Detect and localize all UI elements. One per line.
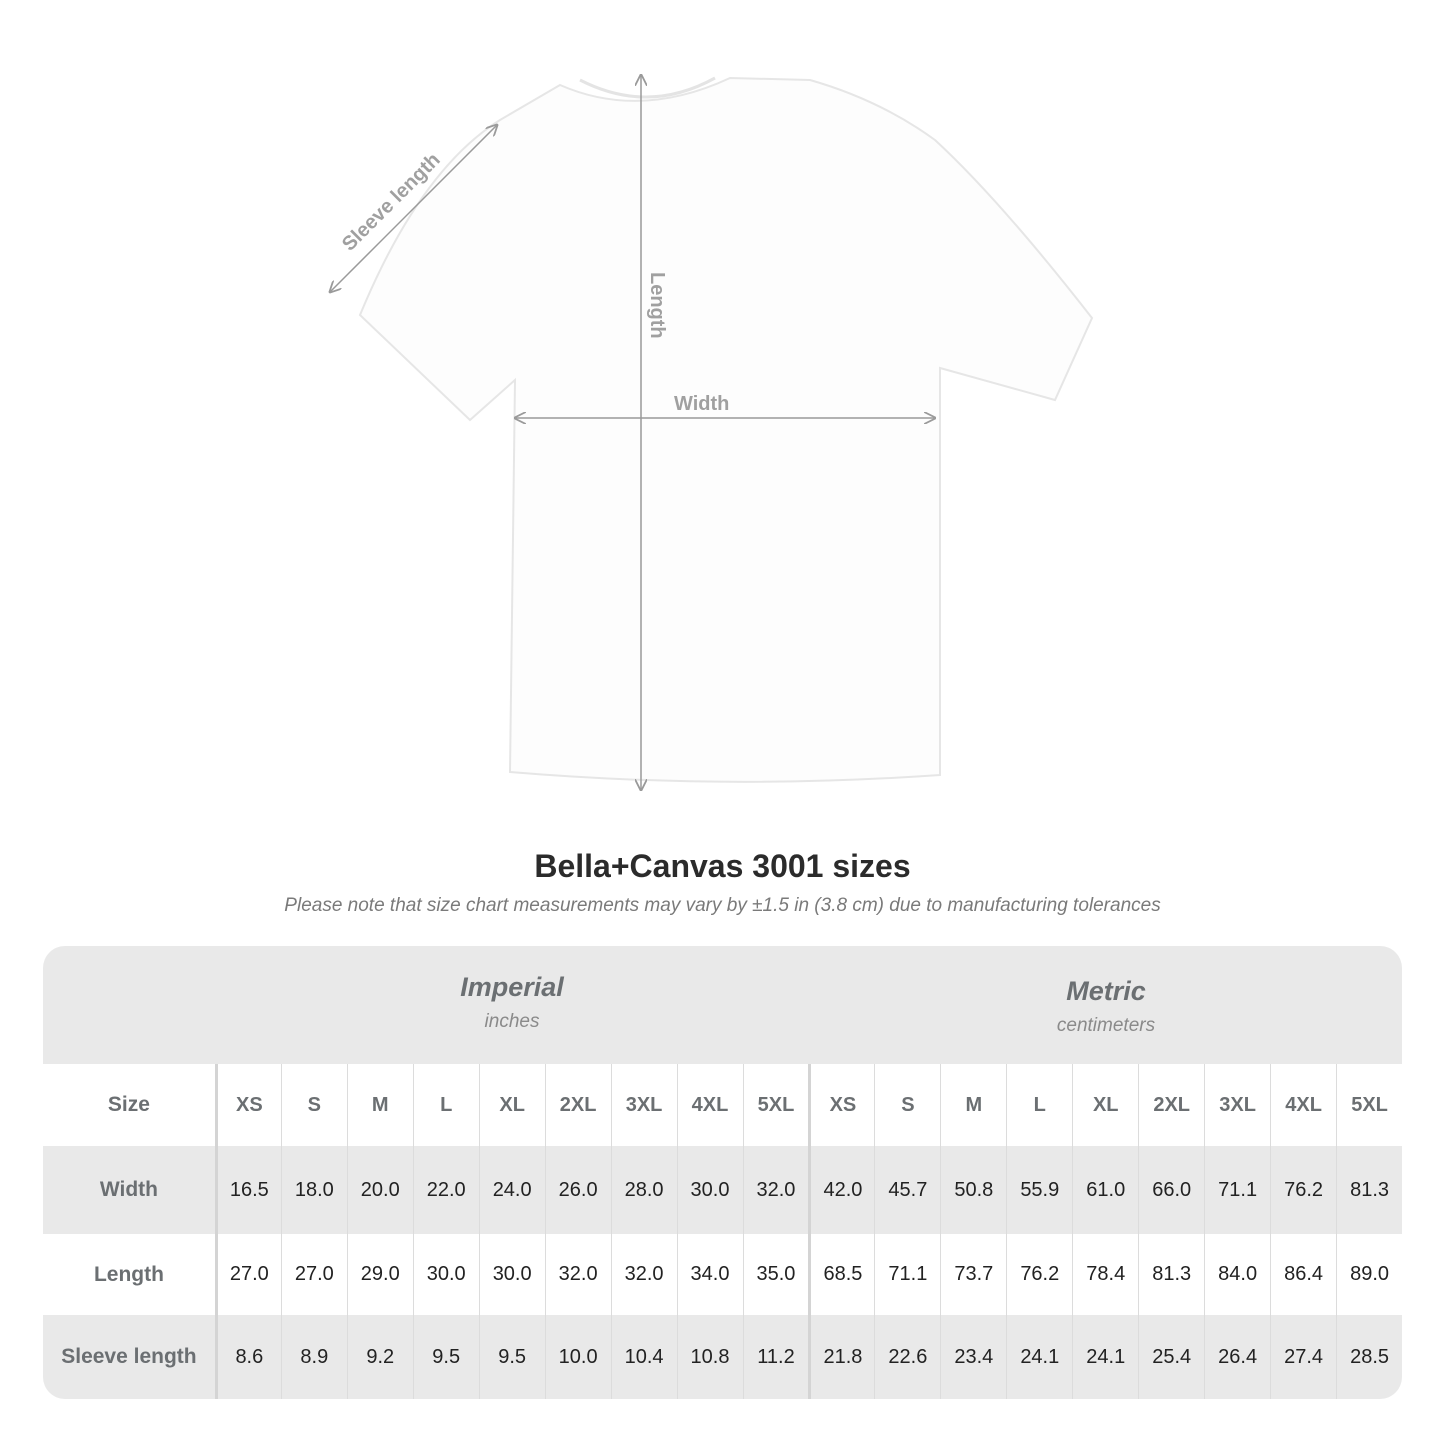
table-cell: 32.0	[742, 1146, 809, 1234]
size-header-cell: 5XL	[742, 1064, 809, 1146]
table-cell: 26.0	[544, 1146, 611, 1234]
table-cell: 30.0	[676, 1146, 743, 1234]
table-cell: 86.4	[1270, 1234, 1336, 1315]
metric-header: Metric centimeters	[1056, 976, 1156, 1036]
table-cell: 10.8	[676, 1315, 743, 1399]
size-header-cell: 5XL	[1336, 1064, 1402, 1146]
table-cell: 42.0	[808, 1146, 874, 1234]
size-header-cell: 4XL	[1270, 1064, 1336, 1146]
page-title: Bella+Canvas 3001 sizes	[534, 848, 911, 884]
table-cell: 10.4	[610, 1315, 677, 1399]
table-cell: 9.5	[412, 1315, 479, 1399]
table-cell: 71.1	[1204, 1146, 1270, 1234]
size-header-cell: 3XL	[1204, 1064, 1270, 1146]
table-cell: 50.8	[940, 1146, 1006, 1234]
table-cell: 30.0	[478, 1234, 545, 1315]
table-row: Sleeve length 8.6 8.9 9.2 9.5 9.5 10.0 10.4 10.8…	[43, 1315, 1402, 1399]
table-cell: 61.0	[1072, 1146, 1138, 1234]
size-header-row: Size XS S M L XL 2XL 3XL 4XL 5XL XS S M L XL 2XL 3XL 4XL 5…	[43, 1064, 1402, 1146]
table-cell: 8.9	[280, 1315, 347, 1399]
row-label: Sleeve length	[61, 1345, 197, 1368]
table-row: Width 16.5 18.0 20.0 22.0 24.0 26.0 28.0 30.0 32.…	[43, 1146, 1402, 1234]
table-cell: 81.3	[1138, 1234, 1204, 1315]
table-cell: 28.5	[1336, 1315, 1402, 1399]
tshirt-image	[358, 76, 1094, 783]
size-header-cell: XL	[478, 1064, 545, 1146]
table-cell: 45.7	[874, 1146, 940, 1234]
table-cell: 24.1	[1072, 1315, 1138, 1399]
size-header-cell: 2XL	[544, 1064, 611, 1146]
size-header-cell: XL	[1072, 1064, 1138, 1146]
table-cell: 20.0	[346, 1146, 413, 1234]
size-header-cell: L	[1006, 1064, 1072, 1146]
table-cell: 24.1	[1006, 1315, 1072, 1399]
row-label: Width	[99, 1178, 158, 1201]
tshirt-diagram: Sleeve length Length Width	[0, 0, 1094, 800]
tolerance-note: Please note that size chart measurements…	[284, 895, 1161, 916]
table-row: Length 27.0 27.0 29.0 30.0 30.0 32.0 32.0 34.0 35…	[43, 1234, 1402, 1315]
size-table: Imperial inches Metric centimeters Size X…	[43, 946, 1402, 1399]
table-cell: 73.7	[940, 1234, 1006, 1315]
table-cell: 32.0	[610, 1234, 677, 1315]
table-cell: 11.2	[742, 1315, 809, 1399]
table-cell: 23.4	[940, 1315, 1006, 1399]
table-cell: 66.0	[1138, 1146, 1204, 1234]
table-cell: 76.2	[1270, 1146, 1336, 1234]
width-label: Width	[674, 393, 729, 415]
table-cell: 35.0	[742, 1234, 809, 1315]
table-cell: 84.0	[1204, 1234, 1270, 1315]
table-cell: 26.4	[1204, 1315, 1270, 1399]
table-cell: 76.2	[1006, 1234, 1072, 1315]
size-header-cell: 3XL	[610, 1064, 677, 1146]
size-header-cell: XS	[808, 1064, 874, 1146]
table-cell: 27.0	[280, 1234, 347, 1315]
table-cell: 30.0	[412, 1234, 479, 1315]
table-cell: 81.3	[1336, 1146, 1402, 1234]
size-header-cell: 4XL	[676, 1064, 743, 1146]
table-cell: 89.0	[1336, 1234, 1402, 1315]
table-cell: 68.5	[808, 1234, 874, 1315]
imperial-header: Imperial inches	[460, 972, 564, 1032]
size-header-cell: M	[940, 1064, 1006, 1146]
table-cell: 25.4	[1138, 1315, 1204, 1399]
row-label: Length	[93, 1262, 164, 1286]
table-cell: 27.0	[214, 1234, 281, 1315]
size-header-cell: L	[412, 1064, 479, 1146]
table-cell: 9.2	[346, 1315, 413, 1399]
table-cell: 55.9	[1006, 1146, 1072, 1234]
table-cell: 34.0	[676, 1234, 743, 1315]
table-cell: 22.0	[412, 1146, 479, 1234]
row-label: Size	[107, 1093, 150, 1116]
table-cell: 29.0	[346, 1234, 413, 1315]
length-label: Length	[646, 272, 668, 339]
table-cell: 8.6	[214, 1315, 281, 1399]
table-cell: 10.0	[544, 1315, 611, 1399]
size-header-cell: S	[874, 1064, 940, 1146]
table-cell: 22.6	[874, 1315, 940, 1399]
table-cell: 24.0	[478, 1146, 545, 1234]
table-cell: 27.4	[1270, 1315, 1336, 1399]
sleeve-length-arrow	[330, 125, 497, 292]
table-cell: 21.8	[808, 1315, 874, 1399]
table-cell: 18.0	[280, 1146, 347, 1234]
table-cell: 32.0	[544, 1234, 611, 1315]
table-cell: 9.5	[478, 1315, 545, 1399]
size-header-cell: XS	[214, 1064, 281, 1146]
size-header-cell: 2XL	[1138, 1064, 1204, 1146]
table-cell: 16.5	[214, 1146, 281, 1234]
size-header-cell: M	[346, 1064, 413, 1146]
table-cell: 78.4	[1072, 1234, 1138, 1315]
table-cell: 71.1	[874, 1234, 940, 1315]
table-cell: 28.0	[610, 1146, 677, 1234]
size-header-cell: S	[280, 1064, 347, 1146]
